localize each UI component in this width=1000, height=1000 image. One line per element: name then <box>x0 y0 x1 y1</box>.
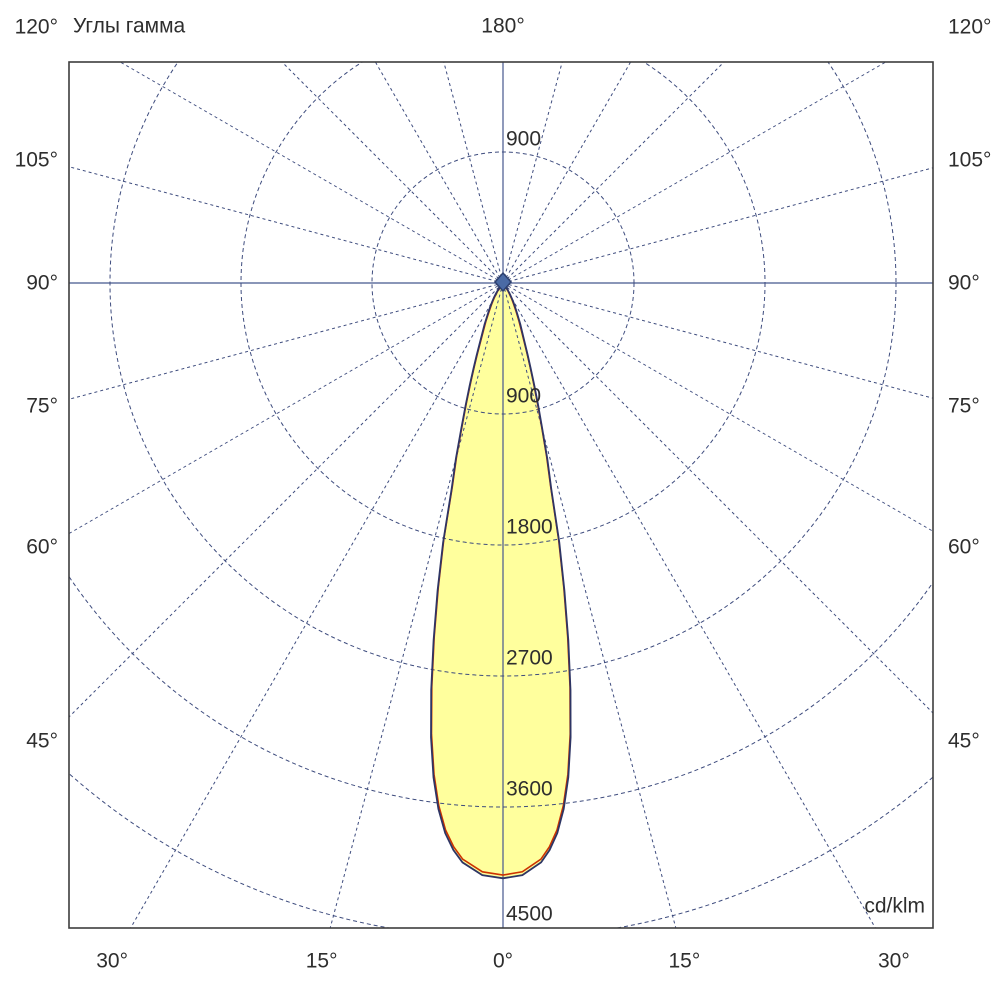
gamma-spoke-line <box>502 282 933 399</box>
gamma-spoke-line <box>69 166 504 284</box>
gamma-spoke-line <box>502 167 933 284</box>
intensity-ring <box>240 62 766 546</box>
gamma-label-corner-right: 120° <box>948 15 992 39</box>
gamma-label-left: 90° <box>26 271 58 295</box>
gamma-label-bottom: 15° <box>305 949 338 973</box>
gamma-spoke-line <box>69 282 504 535</box>
gamma-spoke-line <box>374 62 504 284</box>
intensity-unit-label: cd/klm <box>864 894 925 918</box>
ring-value-label: 900 <box>506 384 542 408</box>
gamma-spoke-line <box>502 62 887 284</box>
gamma-label-top: 180° <box>481 14 525 38</box>
gamma-label-bottom: 30° <box>96 949 129 973</box>
ring-value-label: 4500 <box>506 902 553 926</box>
gamma-spoke-line <box>502 62 725 284</box>
gamma-label-left: 60° <box>26 535 58 559</box>
intensity-ring <box>109 62 897 677</box>
gamma-label-right: 60° <box>948 535 980 559</box>
chart-title: Углы гамма <box>73 14 186 38</box>
beam-fill <box>431 283 571 879</box>
gamma-label-right: 90° <box>948 271 980 295</box>
gamma-spoke-line <box>69 282 504 400</box>
gamma-spoke-line <box>502 62 563 284</box>
gamma-spoke-line <box>119 62 504 284</box>
plot-frame <box>68 61 934 929</box>
intensity-ring <box>371 151 635 415</box>
gamma-spoke-line <box>502 282 933 532</box>
gamma-label-bottom: 15° <box>668 949 701 973</box>
gamma-label-bottom: 30° <box>877 949 910 973</box>
center-point-marker <box>493 271 513 293</box>
ring-value-label: 1800 <box>506 515 553 539</box>
gamma-spoke-line <box>281 62 504 284</box>
gamma-label-corner-left: 120° <box>14 15 58 39</box>
gamma-spoke-line <box>69 282 504 718</box>
gamma-label-right: 45° <box>948 729 980 753</box>
ring-value-label-top: 900 <box>506 127 542 151</box>
gamma-label-bottom: 0° <box>492 949 514 973</box>
gamma-label-left: 75° <box>26 394 58 418</box>
gamma-label-left: 105° <box>14 148 58 172</box>
beam-outline-c90 <box>430 281 572 880</box>
gamma-spoke-line <box>130 282 504 928</box>
ring-value-label: 3600 <box>506 777 553 801</box>
gamma-spoke-line <box>502 62 632 284</box>
gamma-label-right: 105° <box>948 148 992 172</box>
ring-value-label: 2700 <box>506 646 553 670</box>
gamma-spoke-line <box>443 62 504 284</box>
gamma-label-left: 45° <box>26 729 58 753</box>
gamma-label-right: 75° <box>948 394 980 418</box>
